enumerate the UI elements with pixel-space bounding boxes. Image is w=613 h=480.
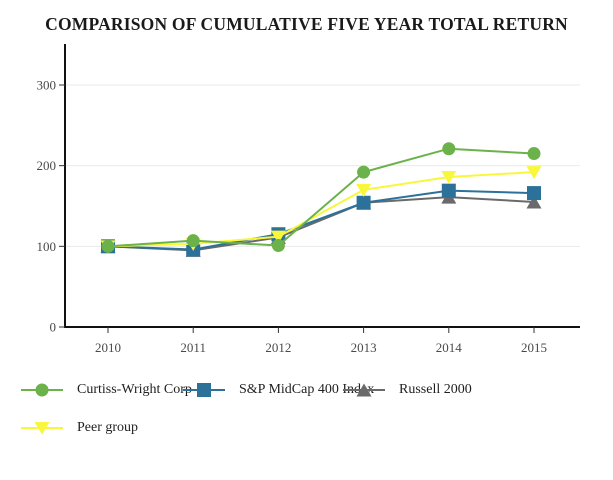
y-tick-label: 0 [50,320,57,335]
square-marker-icon [183,383,225,397]
x-tick-label: 2013 [351,340,377,355]
y-tick-label: 200 [37,158,57,173]
data-point-triangle-down [441,170,457,184]
data-point-circle [527,147,541,161]
legend-row: Curtiss-Wright Corp S&P MidCap 400 Index… [20,376,613,404]
x-tick-label: 2010 [95,340,121,355]
x-tick-label: 2011 [180,340,206,355]
chart-legend: Curtiss-Wright Corp S&P MidCap 400 Index… [0,372,613,442]
series-line-square [107,189,535,251]
triangle-down-marker-icon [21,422,63,435]
x-tick-label: 2012 [265,340,291,355]
data-point-circle [186,234,200,248]
series-line-triangle-down [107,171,535,248]
legend-label-russell-2000: Russell 2000 [399,382,472,397]
legend-row: Peer group [20,414,613,442]
legend-label-sp-midcap: S&P MidCap 400 Index [239,382,375,397]
triangle-up-marker-icon [343,383,385,397]
data-point-triangle-down [356,183,372,197]
y-tick-label: 300 [37,77,57,92]
legend-item-peer-group: Peer group [20,420,138,436]
series-line-circle [107,147,535,248]
legend-label-peer-group: Peer group [77,420,139,435]
data-point-square [356,195,371,210]
data-point-triangle-up [526,195,542,209]
legend-item-sp-midcap: S&P MidCap 400 Index [182,382,374,398]
data-point-triangle-down [526,166,542,180]
data-point-square [441,183,456,198]
data-point-circle [357,165,371,179]
legend-item-curtiss-wright: Curtiss-Wright Corp [20,382,192,398]
data-point-circle [271,239,285,253]
data-point-circle [101,239,115,253]
data-point-triangle-down [270,230,286,244]
chart-title: COMPARISON OF CUMULATIVE FIVE YEAR TOTAL… [45,14,568,34]
circle-marker-icon [21,383,63,397]
y-tick-label: 100 [37,239,57,254]
cumulative-return-line-chart: 0 100 200 300 2010 2011 2012 2013 2014 2015 [37,44,580,355]
x-tick-label: 2015 [521,340,547,355]
legend-label-curtiss-wright: Curtiss-Wright Corp [77,382,192,397]
x-tick-label: 2014 [436,340,463,355]
data-point-square [527,186,541,201]
legend-item-russell-2000: Russell 2000 [342,382,472,398]
data-point-circle [442,142,456,156]
